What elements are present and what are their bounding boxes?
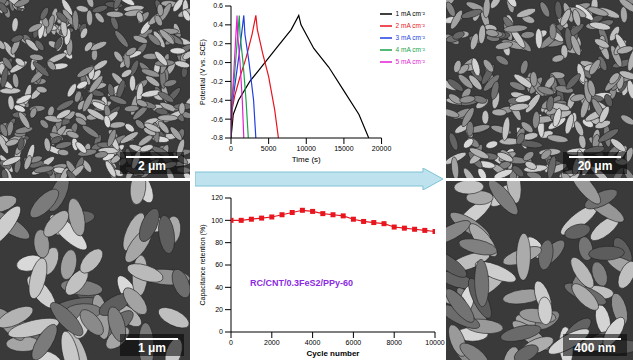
svg-text:0: 0 [229,339,233,346]
svg-text:0.6: 0.6 [213,2,223,9]
svg-text:4000: 4000 [305,339,321,346]
svg-text:2 μm: 2 μm [138,159,166,173]
svg-text:0.2: 0.2 [213,40,223,47]
svg-text:100: 100 [211,217,223,224]
svg-text:120: 120 [211,194,223,201]
svg-text:15000: 15000 [334,145,354,152]
svg-text:-0.2: -0.2 [211,78,223,85]
svg-text:6000: 6000 [346,339,362,346]
svg-text:20: 20 [215,306,223,313]
html-text:1 mA cm⁻²: 1 mA cm⁻² [395,9,425,17]
svg-text:-0.6: -0.6 [211,116,223,123]
svg-text:10000: 10000 [297,145,317,152]
svg-text:Potential (V vs. SCE): Potential (V vs. SCE) [199,39,207,105]
svg-text:20 μm: 20 μm [578,159,613,173]
svg-text:Capacitance retention (%): Capacitance retention (%) [199,225,207,306]
html-text:4 mA cm⁻²: 4 mA cm⁻² [395,45,425,53]
svg-text:400 nm: 400 nm [574,341,615,355]
svg-text:8000: 8000 [386,339,402,346]
svg-text:5000: 5000 [261,145,277,152]
svg-text:80: 80 [215,239,223,246]
svg-text:0: 0 [219,328,223,335]
svg-text:0.0: 0.0 [213,59,223,66]
svg-text:0: 0 [229,145,233,152]
html-text:RC/CNT/0.3FeS2/PPy-60: RC/CNT/0.3FeS2/PPy-60 [250,278,353,288]
html-text:2 mA cm⁻²: 2 mA cm⁻² [395,21,425,29]
svg-text:20000: 20000 [372,145,392,152]
svg-text:Time (s): Time (s) [292,155,321,164]
html-text:3 mA cm⁻²: 3 mA cm⁻² [395,33,425,41]
svg-text:Cycle number: Cycle number [307,349,360,358]
svg-text:2000: 2000 [264,339,280,346]
svg-text:10000: 10000 [425,339,445,346]
html-text:5 mA cm⁻²: 5 mA cm⁻² [395,57,425,65]
svg-text:-0.8: -0.8 [211,134,223,141]
svg-text:60: 60 [215,261,223,268]
svg-text:-0.4: -0.4 [211,97,223,104]
svg-text:1 μm: 1 μm [138,341,166,355]
svg-text:0.4: 0.4 [213,21,223,28]
svg-text:40: 40 [215,284,223,291]
